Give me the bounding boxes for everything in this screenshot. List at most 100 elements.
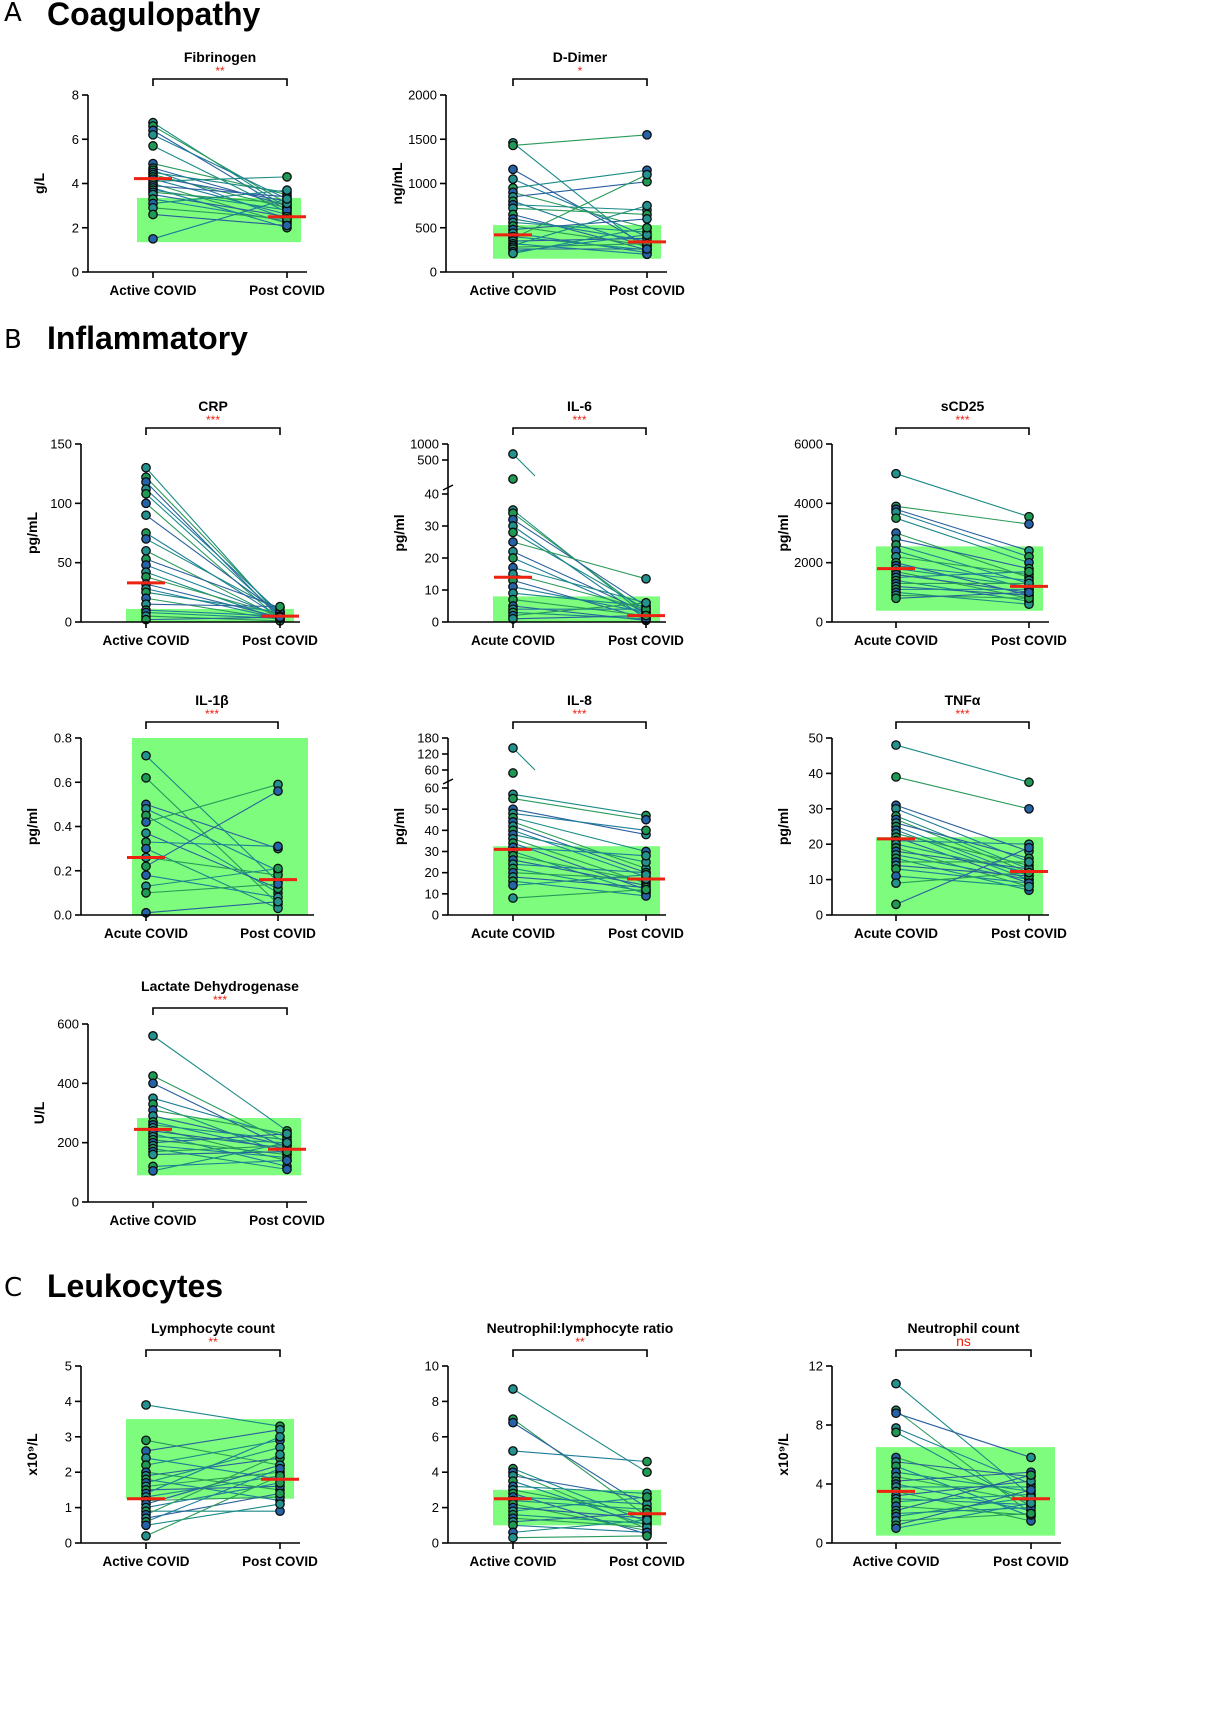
y-tick-label: 100 (50, 496, 72, 511)
paired-line (895, 875, 1030, 888)
data-point (508, 449, 518, 459)
data-point (273, 896, 283, 907)
y-tick-label: 0 (432, 908, 439, 923)
data-point (891, 899, 901, 910)
data-point (642, 214, 652, 224)
paired-line (145, 564, 281, 617)
data-point (508, 1384, 518, 1394)
data-point (141, 888, 151, 898)
paired-line (145, 1478, 281, 1502)
chart-title: CRP (198, 398, 228, 414)
significance-bracket (895, 427, 1030, 435)
paired-line (145, 588, 281, 619)
paired-line (512, 191, 648, 229)
y-axis-label: x10⁹/L (775, 1433, 791, 1476)
paired-line (145, 1475, 281, 1537)
paired-line (512, 821, 647, 869)
paired-line (145, 1453, 281, 1516)
y-tick-label: 30 (425, 844, 439, 859)
x-tick-label: Acute COVID (854, 926, 938, 941)
y-tick-label: 3 (65, 1429, 72, 1444)
paired-line (152, 1136, 288, 1144)
paired-line (895, 591, 1030, 605)
paired-line (512, 793, 647, 817)
paired-line (895, 571, 1030, 579)
y-axis-label: pg/mL (24, 512, 40, 554)
data-point (141, 870, 151, 881)
data-point (1024, 566, 1034, 577)
paired-line (152, 198, 288, 240)
paired-line (152, 189, 288, 204)
y-tick-label: 10 (425, 583, 439, 598)
data-point (141, 545, 151, 556)
paired-line (512, 874, 647, 886)
data-point (642, 1492, 652, 1502)
x-tick-label: Post COVID (608, 926, 684, 941)
section-title-leukocytes: Leukocytes (47, 1268, 224, 1304)
paired-line (895, 565, 1030, 582)
paired-line (895, 808, 1030, 863)
y-tick-label: 10 (425, 1359, 439, 1374)
data-point (642, 1467, 652, 1478)
y-axis-label: pg/ml (391, 514, 407, 551)
paired-line (512, 1422, 648, 1509)
chart-title: IL-1β (195, 692, 229, 708)
paired-line (145, 1457, 281, 1477)
paired-line (512, 812, 647, 831)
paired-line (145, 1404, 281, 1427)
data-point (273, 786, 283, 796)
data-point (641, 850, 651, 861)
significance-bracket (145, 721, 279, 729)
y-tick-label: 60 (425, 781, 439, 796)
paired-line (152, 1115, 288, 1147)
y-tick-label: 0 (72, 265, 79, 280)
y-tick-label: 0 (816, 615, 823, 630)
paired-line (512, 834, 647, 863)
paired-line (512, 846, 647, 857)
y-axis-label: x10⁹/L (24, 1433, 40, 1476)
paired-line (145, 514, 281, 615)
paired-line (895, 1476, 1032, 1503)
paired-line (152, 1151, 288, 1156)
x-tick-label: Acute COVID (471, 633, 555, 648)
data-point (141, 861, 151, 872)
paired-line (512, 1535, 648, 1539)
y-tick-label: 1 (65, 1500, 72, 1515)
data-point (641, 597, 651, 608)
data-point (508, 248, 518, 259)
data-point (141, 750, 151, 761)
paired-line (152, 125, 288, 204)
data-point (508, 1446, 518, 1456)
x-tick-label: Active COVID (852, 1554, 939, 1569)
paired-line (512, 134, 648, 146)
y-tick-label: 2 (432, 1500, 439, 1515)
y-tick-label: 12 (809, 1359, 823, 1374)
data-point (1026, 1485, 1036, 1495)
data-point (141, 462, 151, 473)
paired-line (512, 227, 648, 254)
data-point (282, 172, 292, 182)
paired-line (895, 1383, 1032, 1497)
paired-line (895, 532, 1030, 579)
paired-line (145, 616, 281, 621)
x-tick-label: Post COVID (991, 633, 1067, 648)
data-point (1024, 777, 1034, 788)
paired-line (145, 867, 279, 887)
paired-line (512, 174, 648, 239)
paired-line (152, 167, 288, 207)
data-point (141, 534, 151, 544)
y-tick-label: 20 (425, 551, 439, 566)
data-point (148, 209, 158, 220)
paired-line (145, 790, 279, 867)
data-point (508, 474, 518, 484)
x-tick-label: Active COVID (109, 283, 196, 298)
paired-line (145, 777, 279, 905)
paired-line (512, 1524, 648, 1533)
paired-line (895, 1490, 1032, 1522)
paired-line (895, 1507, 1032, 1515)
paired-line (145, 883, 279, 894)
y-tick-label: 20 (425, 865, 439, 880)
significance-label: *** (955, 707, 969, 721)
y-axis-label: U/L (31, 1101, 47, 1124)
chart-title: TNFα (945, 692, 981, 708)
